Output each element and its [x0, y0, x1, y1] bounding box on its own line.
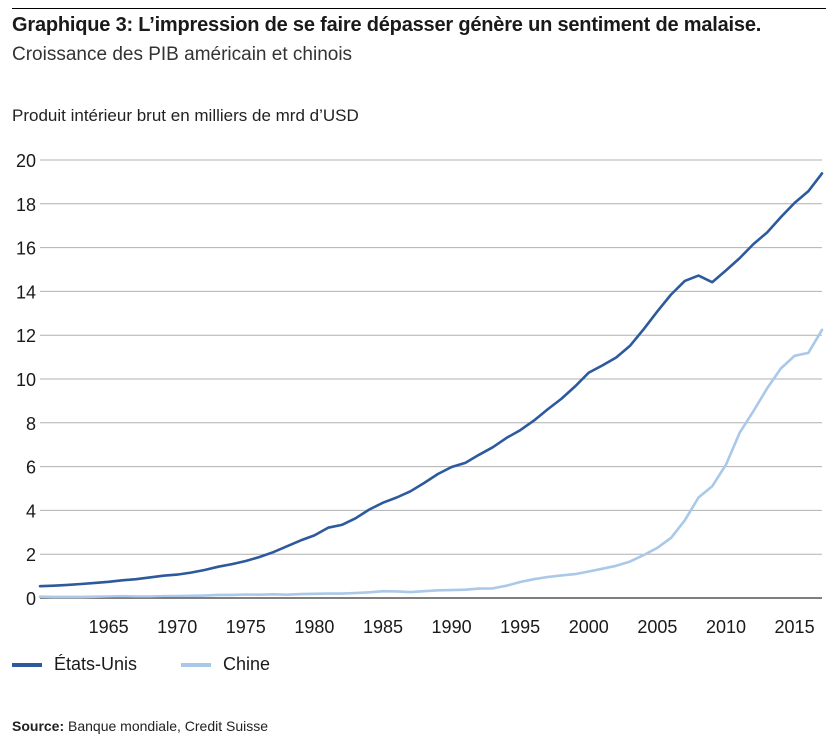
legend-item-usa: États-Unis	[12, 654, 137, 675]
series-lines	[38, 172, 824, 599]
x-tick-label: 2000	[569, 617, 609, 637]
y-tick-label: 8	[26, 414, 36, 434]
y-tick-label: 10	[16, 370, 36, 390]
y-tick-label: 0	[26, 589, 36, 609]
legend-label-usa: États-Unis	[54, 654, 138, 674]
y-tick-label: 14	[16, 282, 36, 302]
y-tick-label: 18	[16, 195, 36, 215]
legend-swatch-usa	[12, 662, 42, 667]
series-line-china	[38, 328, 824, 599]
x-tick-label: 1995	[500, 617, 540, 637]
y-tick-label: 4	[26, 501, 36, 521]
legend: États-Unis Chine	[12, 654, 314, 675]
x-tick-label: 1975	[226, 617, 266, 637]
legend-label-china: Chine	[223, 654, 271, 674]
x-tick-labels: 1965 1970 1975 1980 1985 1990 1995 2000 2005 2010…	[89, 617, 815, 637]
source-text: Banque mondiale, Credit Suisse	[68, 718, 269, 734]
series-line-usa	[38, 172, 824, 588]
y-tick-label: 2	[26, 545, 36, 565]
x-tick-label: 2015	[775, 617, 815, 637]
source-note: Source: Banque mondiale, Credit Suisse	[12, 718, 268, 734]
legend-item-china: Chine	[181, 654, 270, 675]
x-tick-label: 1970	[157, 617, 197, 637]
x-tick-label: 2010	[706, 617, 746, 637]
y-tick-label: 16	[16, 239, 36, 259]
x-tick-label: 2005	[637, 617, 677, 637]
y-tick-label: 20	[16, 151, 36, 171]
chart-title: Graphique 3: L’impression de se faire dé…	[12, 14, 762, 36]
grid-lines	[40, 159, 822, 599]
source-label: Source:	[12, 718, 65, 734]
y-tick-label: 12	[16, 326, 36, 346]
legend-swatch-china	[181, 662, 212, 667]
x-tick-label: 1965	[89, 617, 129, 637]
y-tick-label: 6	[26, 458, 36, 478]
top-rule	[12, 8, 826, 9]
x-tick-label: 1985	[363, 617, 403, 637]
y-axis-label: Produit intérieur brut en milliers de mr…	[12, 106, 359, 125]
x-tick-label: 1980	[294, 617, 334, 637]
y-tick-labels: 0 2 4 6 8 10 12 14 16 18 20	[16, 151, 36, 609]
chart-subtitle: Croissance des PIB américain et chinois	[12, 44, 353, 65]
x-tick-label: 1990	[432, 617, 472, 637]
